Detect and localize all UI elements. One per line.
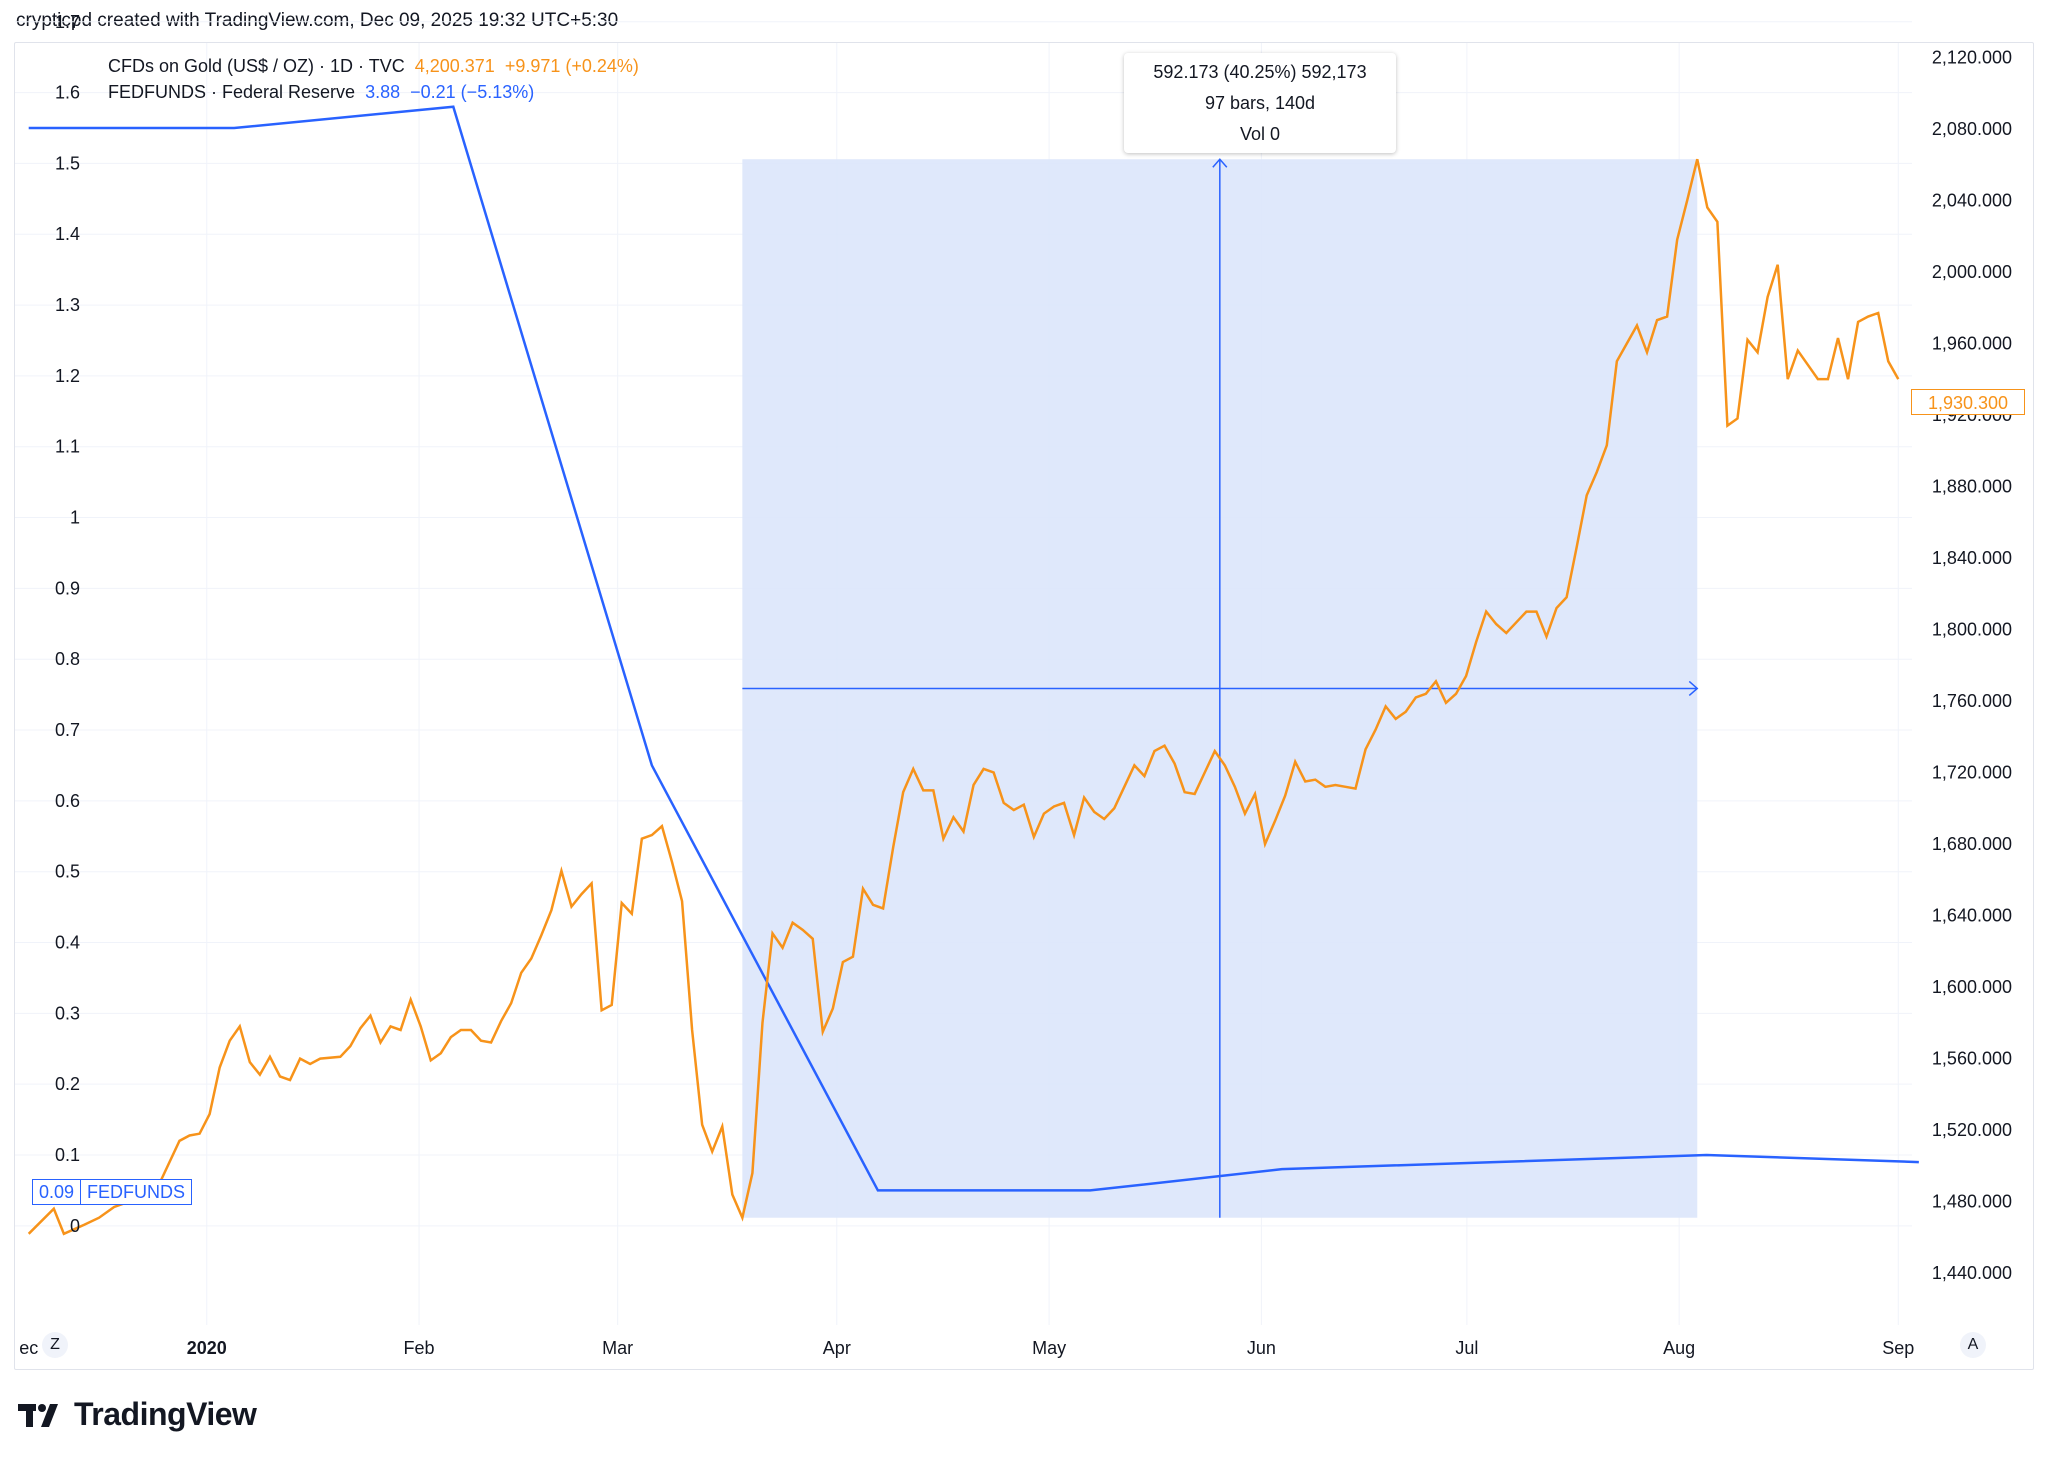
chart-header: crypticpd created with TradingView.com, … <box>16 10 619 31</box>
x-axis-tick-label: 2020 <box>187 1338 227 1358</box>
x-axis-tick-label: Jul <box>1455 1338 1478 1358</box>
left-axis-tick-label: 1.2 <box>55 366 80 386</box>
x-axis-tick-label: Feb <box>404 1338 435 1358</box>
legend-fed-name: FEDFUNDS · Federal Reserve <box>108 82 356 102</box>
left-axis-tick-label: 0.8 <box>55 649 80 669</box>
left-axis-tick-label: 1.6 <box>55 83 80 103</box>
right-axis-tick-label: 1,840.000 <box>1932 548 2012 568</box>
right-axis-ticks: 2,120.000 2,080.000 2,040.000 2,000.000 1,96… <box>1932 47 2012 1283</box>
legend-gold-value: 4,200.371 <box>414 56 495 76</box>
measure-info-box: 592.173 (40.25%) 592,173 97 bars, 140d V… <box>1124 53 1396 153</box>
tradingview-logo-icon <box>18 1403 58 1427</box>
tradingview-logo[interactable]: TradingView <box>18 1396 257 1433</box>
legend-fed[interactable]: FEDFUNDS · Federal Reserve 3.88 −0.21 (−… <box>108 82 534 103</box>
x-axis-tick-label: Apr <box>823 1338 851 1358</box>
legend-gold-name: CFDs on Gold (US$ / OZ) · 1D · TVC <box>108 56 405 76</box>
legend-gold[interactable]: CFDs on Gold (US$ / OZ) · 1D · TVC 4,200… <box>108 56 639 77</box>
right-axis-tick-label: 2,080.000 <box>1932 119 2012 139</box>
right-axis-tick-label: 1,880.000 <box>1932 476 2012 496</box>
legend-fed-value: 3.88 <box>365 82 401 102</box>
left-axis-tick-label: 0.2 <box>55 1074 80 1094</box>
a-button[interactable]: A <box>1960 1332 1986 1358</box>
fedfunds-label-value: 0.09 <box>39 1182 75 1202</box>
left-axis-tick-label: 1.3 <box>55 295 80 315</box>
right-axis-tick-label: 1,560.000 <box>1932 1049 2012 1069</box>
x-axis-tick-label: ec <box>19 1338 38 1358</box>
left-axis-tick-label: 1.7 <box>55 12 80 32</box>
left-axis-tick-label: 0.1 <box>55 1145 80 1165</box>
measure-line-2: 97 bars, 140d <box>1204 93 1316 113</box>
left-axis-tick-label: 0.4 <box>55 933 80 953</box>
right-axis-tick-label: 1,720.000 <box>1932 763 2012 783</box>
fedfunds-value-label: 0.09 FEDFUNDS <box>32 1179 193 1205</box>
left-axis-tick-label: 1.4 <box>55 224 80 244</box>
left-axis-tick-label: 0 <box>70 1216 80 1236</box>
right-axis-tick-label: 2,000.000 <box>1932 262 2012 282</box>
legend-gold-change: +9.971 (+0.24%) <box>504 56 639 76</box>
right-axis-tick-label: 1,960.000 <box>1932 333 2012 353</box>
x-axis-tick-label: Jun <box>1247 1338 1276 1358</box>
right-axis-tick-label: 1,680.000 <box>1932 834 2012 854</box>
x-axis-tick-label: Sep <box>1882 1338 1914 1358</box>
legend-fed-change: −0.21 (−5.13%) <box>410 82 535 102</box>
right-axis-tick-label: 2,120.000 <box>1932 47 2012 67</box>
measure-arrowhead-up <box>1212 158 1228 168</box>
chart-frame <box>14 42 2034 1370</box>
measure-arrowhead-right <box>1688 680 1699 697</box>
right-axis-tick-label: 1,440.000 <box>1932 1263 2012 1283</box>
right-axis-tick-label: 1,640.000 <box>1932 906 2012 926</box>
left-axis-tick-label: 1 <box>70 508 80 528</box>
right-axis-tick-label: 1,760.000 <box>1932 691 2012 711</box>
measure-line-1: 592.173 (40.25%) 592,173 <box>1153 62 1367 82</box>
right-axis-tick-label: 1,600.000 <box>1932 977 2012 997</box>
left-axis-tick-label: 1.1 <box>55 437 80 457</box>
x-axis-ticks: ec 2020 Feb Mar Apr May Jun Jul Aug Sep <box>19 1338 1914 1358</box>
right-axis-tick-label: 1,520.000 <box>1932 1120 2012 1140</box>
left-axis-ticks: 1.7 1.6 1.5 1.4 1.3 1.2 1.1 1 0.9 0.8 0.7 0.6 0.5 0.4… <box>55 12 80 1236</box>
left-axis-tick-label: 0.6 <box>55 791 80 811</box>
tradingview-logo-text: TradingView <box>74 1396 257 1432</box>
x-axis-tick-label: May <box>1032 1338 1066 1358</box>
fedfunds-series-line <box>28 105 1919 1192</box>
fedfunds-label-name: FEDFUNDS <box>80 1180 191 1204</box>
measure-arrows <box>742 158 1699 1218</box>
gold-last-price-label: 1,930.300 <box>1911 389 2025 415</box>
left-axis-tick-label: 0.3 <box>55 1003 80 1023</box>
left-axis-tick-label: 0.9 <box>55 578 80 598</box>
right-axis-tick-label: 1,800.000 <box>1932 619 2012 639</box>
right-axis-tick-label: 1,480.000 <box>1932 1192 2012 1212</box>
gold-series-line <box>27 158 1900 1236</box>
x-axis-tick-label: Aug <box>1663 1338 1695 1358</box>
right-axis-tick-label: 2,040.000 <box>1932 190 2012 210</box>
z-button[interactable]: Z <box>42 1332 68 1358</box>
measure-line-3: Vol 0 <box>1239 124 1281 144</box>
left-axis-tick-label: 0.5 <box>55 862 80 882</box>
x-axis-tick-label: Mar <box>602 1338 633 1358</box>
left-axis-tick-label: 0.7 <box>55 720 80 740</box>
left-axis-tick-label: 1.5 <box>55 153 80 173</box>
